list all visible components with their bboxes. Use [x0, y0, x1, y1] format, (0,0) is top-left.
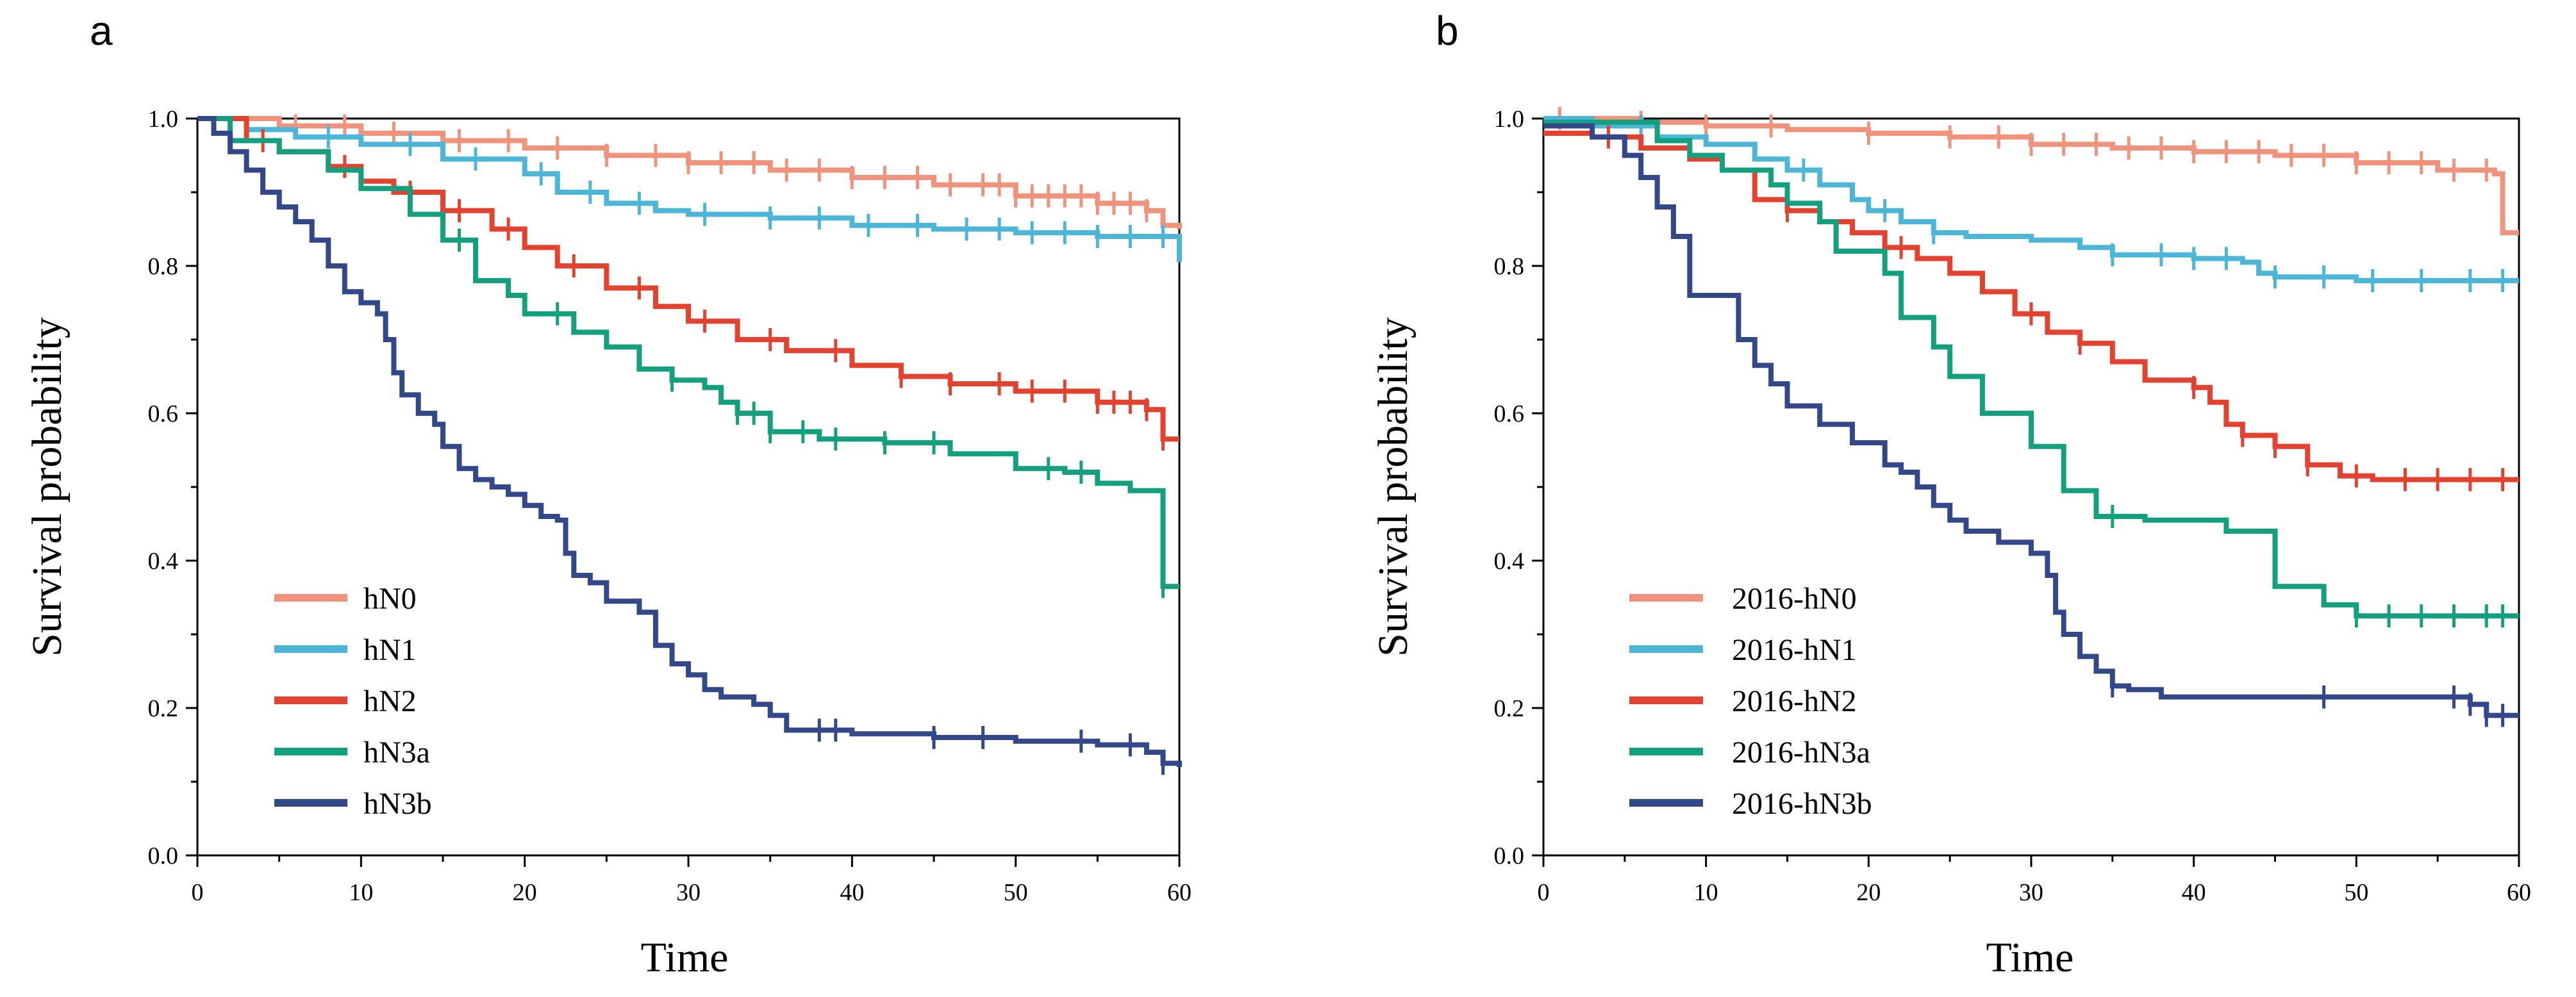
panel-b-y-tick-label: 0.6 [1494, 400, 1525, 427]
panel-b-y-tick-label: 0.0 [1494, 843, 1525, 869]
panel-b-plot-frame [1542, 117, 2520, 857]
panel-a-x-tick-label: 10 [349, 879, 373, 906]
legend-label-hN1: hN1 [363, 633, 417, 667]
legend-label-hN3b: hN3b [363, 787, 432, 821]
legend-label-2016-hN0: 2016-hN0 [1732, 582, 1857, 616]
panel-a-y-tick-label: 1.0 [148, 106, 179, 133]
legend-label-2016-hN1: 2016-hN1 [1732, 633, 1857, 667]
panel-b-y-tick-label: 0.8 [1494, 253, 1525, 280]
legend-item-2016-hN0: 2016-hN0 [1629, 582, 1857, 616]
legend-label-hN2: hN2 [363, 684, 417, 718]
panel-a-y-tick-label: 0.0 [148, 843, 179, 869]
legend-item-hN2: hN2 [274, 684, 417, 718]
panel-a-plot: 0 10 20 30 40 50 60 0.0 0.2 0.4 0.6 0.8 1.0 [148, 106, 1192, 906]
panel-a-x-axis-title: Time [641, 934, 729, 981]
legend-item-2016-hN1: 2016-hN1 [1629, 633, 1857, 667]
panel-b-plot: 0 10 20 30 40 50 60 0.0 0.2 0.4 0.6 0.8 1.0 [1494, 106, 2532, 906]
panel-b-x-tick-label: 60 [2507, 879, 2531, 906]
panel-b-series-2016-hn0 [1543, 116, 2519, 236]
panel-a-legend: hN0 hN1 hN2 hN3a hN3b [274, 582, 432, 821]
panel-a-x-tick-label: 20 [513, 879, 537, 906]
panel-a-series-hn1 [197, 116, 1182, 263]
panel-a-series-hn3b [197, 116, 1182, 767]
legend-label-hN0: hN0 [363, 582, 417, 616]
panel-letter-b: b [1436, 8, 1459, 54]
panel-b-x-tick-label: 40 [2182, 879, 2206, 906]
legend-label-hN3a: hN3a [363, 736, 430, 770]
legend-item-hN0: hN0 [274, 582, 417, 616]
panel-b-x-axis-title: Time [1986, 934, 2074, 981]
panel-b-legend: 2016-hN0 2016-hN1 2016-hN2 2016-hN3a 201… [1629, 582, 1872, 821]
panel-b-x-tick-label: 10 [1694, 879, 1718, 906]
legend-label-2016-hN2: 2016-hN2 [1732, 684, 1857, 718]
panel-a-x-tick-label: 0 [192, 879, 204, 906]
panel-a-y-tick-label: 0.4 [148, 548, 179, 575]
legend-item-hN3a: hN3a [274, 736, 430, 770]
panel-b-y-tick-label: 0.2 [1494, 695, 1525, 722]
panel-a-x-tick-label: 40 [840, 879, 864, 906]
panel-a-y-tick-label: 0.2 [148, 695, 179, 722]
panel-letter-a: a [90, 8, 113, 54]
panel-a: a 0 10 20 30 40 50 60 0.0 0.2 0.4 0.6 0.8 1.0 Time S… [24, 8, 1192, 981]
panel-b: b 0 10 20 30 40 50 60 0.0 0.2 0.4 0.6 0.8 1.0 Time S… [1370, 8, 2531, 981]
panel-a-x-tick-label: 60 [1167, 879, 1192, 906]
panel-b-y-axis-title: Survival probability [1370, 317, 1417, 657]
legend-item-hN1: hN1 [274, 633, 417, 667]
panel-a-x-tick-label: 30 [676, 879, 701, 906]
panel-b-y-tick-label: 1.0 [1494, 106, 1525, 133]
panel-a-y-tick-label: 0.8 [148, 253, 179, 280]
panel-b-y-tick-label: 0.4 [1494, 548, 1525, 575]
legend-item-hN3b: hN3b [274, 787, 432, 821]
panel-a-x-tick-label: 50 [1004, 879, 1028, 906]
panel-b-x-tick-label: 50 [2344, 879, 2368, 906]
legend-label-2016-hN3b: 2016-hN3b [1732, 787, 1872, 821]
legend-item-2016-hN3a: 2016-hN3a [1629, 736, 1870, 770]
panel-b-series-2016-hn3a [1543, 119, 2519, 619]
panel-a-y-axis-title: Survival probability [24, 317, 71, 657]
panel-b-x-tick-label: 0 [1538, 879, 1550, 906]
legend-item-2016-hN3b: 2016-hN3b [1629, 787, 1872, 821]
panel-a-y-tick-label: 0.6 [148, 400, 179, 427]
panel-b-series-2016-hn3b [1543, 123, 2519, 718]
legend-item-2016-hN2: 2016-hN2 [1629, 684, 1857, 718]
panel-b-x-tick-label: 30 [2019, 879, 2043, 906]
panel-b-x-tick-label: 20 [1856, 879, 1881, 906]
legend-label-2016-hN3a: 2016-hN3a [1732, 736, 1870, 770]
